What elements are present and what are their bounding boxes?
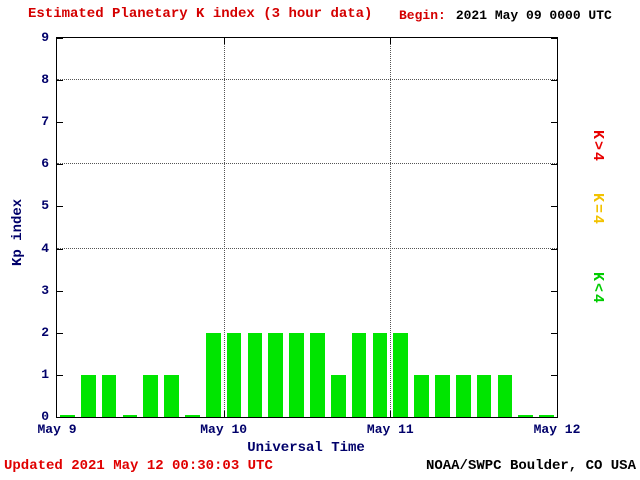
legend-k-eq-4-label: K=4 xyxy=(589,193,606,227)
x-tick-label: May 10 xyxy=(200,422,248,437)
kp-bar xyxy=(122,415,138,417)
y-tick-mark xyxy=(57,417,63,418)
legend-k-gt-4-label: K>4 xyxy=(589,130,606,164)
y-tick-label: 1 xyxy=(41,366,49,382)
y-tick-mark xyxy=(57,290,63,292)
kp-bar xyxy=(185,415,200,417)
kp-bar xyxy=(226,332,242,417)
v-gridline xyxy=(223,38,225,417)
kp-bar xyxy=(497,374,513,417)
y-tick-mark xyxy=(57,122,63,124)
begin-label: Begin: xyxy=(399,8,446,23)
y-tick-label: 9 xyxy=(41,30,49,45)
y-tick-label: 4 xyxy=(41,240,49,256)
x-tick-label: May 9 xyxy=(37,422,77,437)
kp-bar xyxy=(476,374,492,417)
y-tick-mark xyxy=(551,164,557,166)
chart-title: Estimated Planetary K index (3 hour data… xyxy=(28,6,373,22)
x-axis-title: Universal Time xyxy=(247,440,365,456)
kp-bar xyxy=(330,374,346,417)
plot-area xyxy=(56,37,558,418)
y-tick-mark xyxy=(57,80,63,82)
begin-value: 2021 May 09 0000 UTC xyxy=(455,8,612,23)
updated-timestamp: Updated 2021 May 12 00:30:03 UTC xyxy=(4,458,273,474)
kp-bar xyxy=(539,415,554,417)
kp-bar xyxy=(143,374,159,417)
kp-bar xyxy=(372,332,388,417)
x-tick-mark xyxy=(390,38,392,44)
kp-bar xyxy=(60,415,75,417)
kp-bar xyxy=(310,332,325,417)
kp-bar xyxy=(351,332,367,417)
kp-bar xyxy=(414,374,429,417)
y-tick-mark xyxy=(551,122,557,124)
y-tick-mark xyxy=(57,38,63,39)
kp-bar xyxy=(164,374,179,417)
kp-bar xyxy=(455,374,471,417)
y-tick-mark xyxy=(551,248,557,250)
x-tick-label: May 12 xyxy=(533,422,581,437)
y-tick-label: 8 xyxy=(41,72,49,88)
v-gridline xyxy=(390,38,392,417)
y-tick-label: 0 xyxy=(41,409,49,424)
y-tick-mark xyxy=(551,290,557,292)
credit-text: NOAA/SWPC Boulder, CO USA xyxy=(425,458,636,474)
kp-bar xyxy=(247,332,263,417)
y-tick-mark xyxy=(551,38,557,39)
h-gridline xyxy=(57,163,557,165)
x-tick-mark xyxy=(223,411,225,417)
y-tick-label: 5 xyxy=(41,198,49,214)
kp-bar xyxy=(268,332,284,417)
kp-bar xyxy=(289,332,304,417)
y-tick-mark xyxy=(57,332,63,334)
h-gridline xyxy=(57,247,557,249)
begin-time: Begin: 2021 May 09 0000 UTC xyxy=(399,8,612,23)
kp-bar xyxy=(101,374,117,417)
legend-k-lt-4-label: K<4 xyxy=(589,272,606,306)
kp-bar xyxy=(393,332,409,417)
kp-bar xyxy=(435,374,450,417)
h-gridline xyxy=(57,79,557,81)
kp-bar xyxy=(518,415,534,417)
x-tick-mark xyxy=(223,38,225,44)
y-tick-label: 7 xyxy=(41,114,49,130)
y-tick-mark xyxy=(57,248,63,250)
y-tick-mark xyxy=(551,332,557,334)
x-tick-mark xyxy=(390,411,392,417)
y-tick-mark xyxy=(551,374,557,376)
y-tick-mark xyxy=(551,417,557,418)
y-tick-mark xyxy=(57,374,63,376)
y-tick-label: 3 xyxy=(41,282,49,298)
y-tick-mark xyxy=(551,80,557,82)
y-tick-label: 2 xyxy=(41,324,49,340)
y-tick-mark xyxy=(57,164,63,166)
y-tick-label: 6 xyxy=(41,156,49,172)
y-tick-mark xyxy=(551,206,557,208)
kp-bar xyxy=(205,332,221,417)
x-tick-label: May 11 xyxy=(366,422,414,437)
y-tick-mark xyxy=(57,206,63,208)
kp-bar xyxy=(80,374,96,417)
